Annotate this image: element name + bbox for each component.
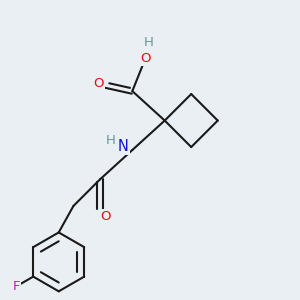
Text: O: O xyxy=(140,52,151,65)
Text: N: N xyxy=(118,139,128,154)
Text: O: O xyxy=(100,210,111,223)
Text: H: H xyxy=(144,36,154,49)
Text: O: O xyxy=(93,77,104,90)
Text: F: F xyxy=(12,280,20,293)
Text: H: H xyxy=(106,134,116,147)
